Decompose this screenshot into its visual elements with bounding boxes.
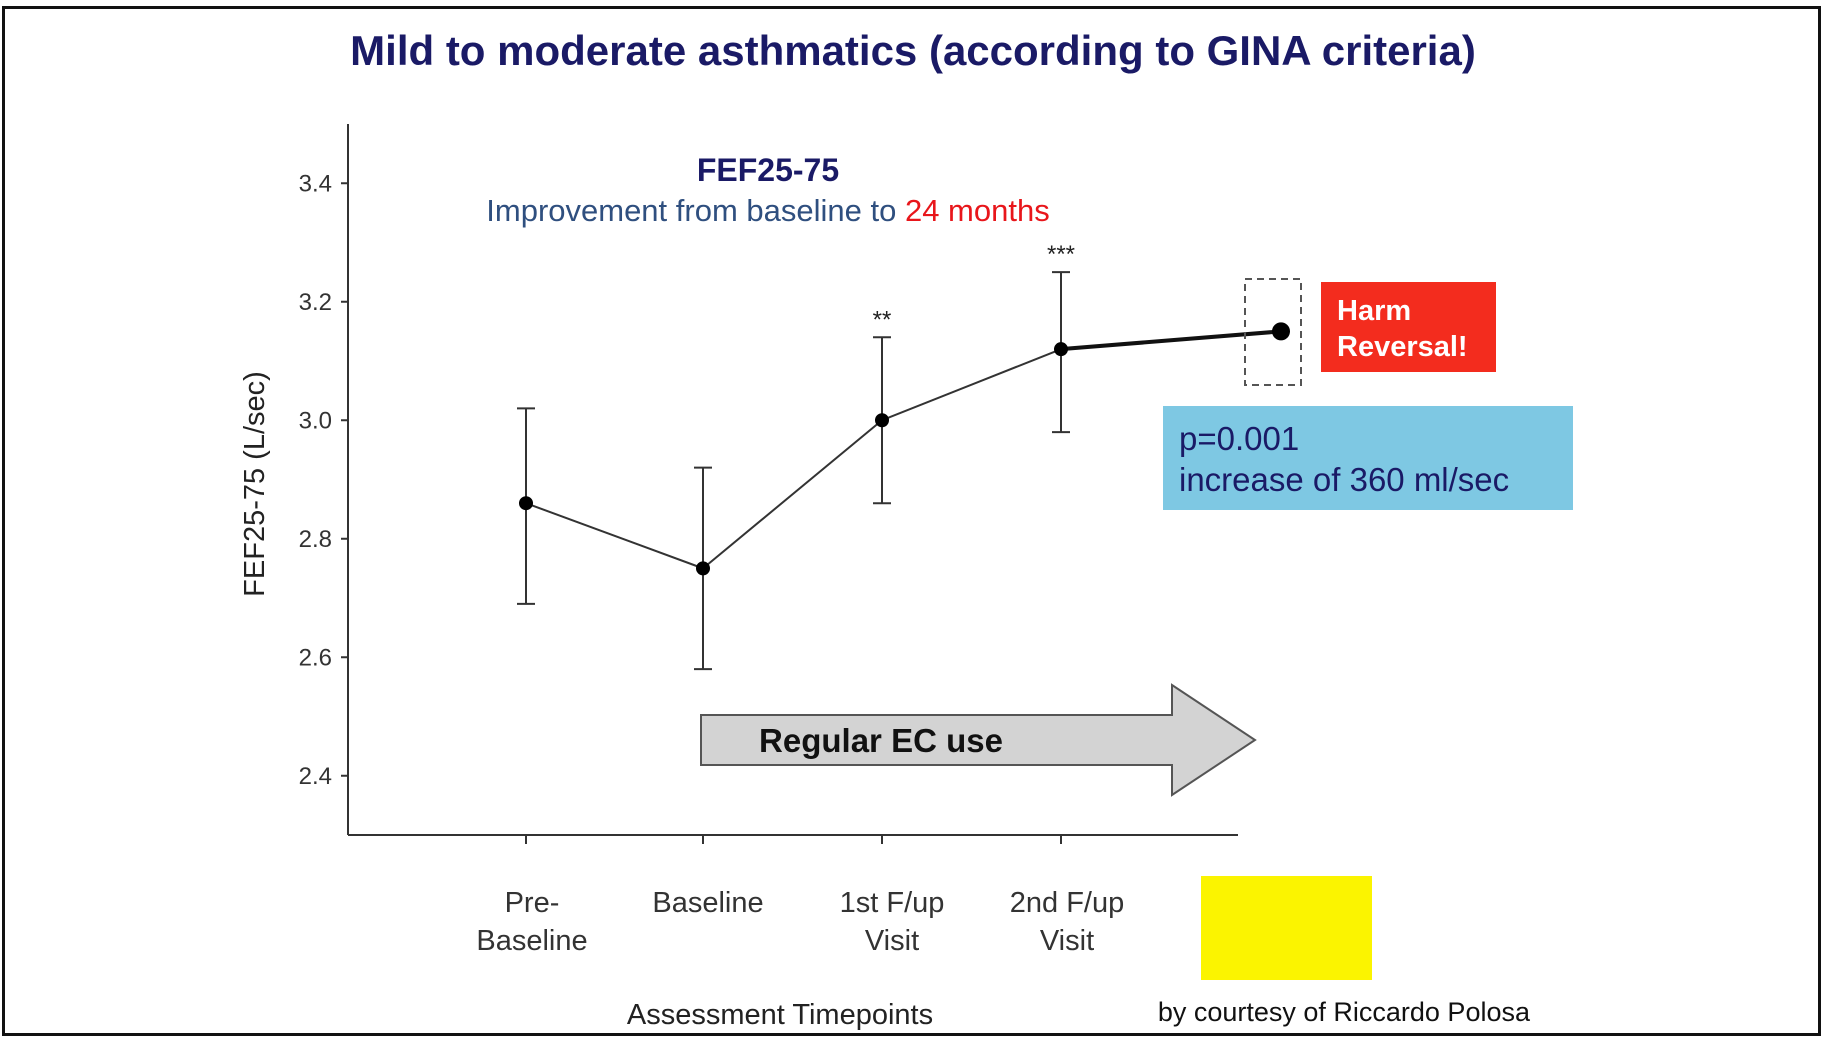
chart: Mild to moderate asthmatics (according t… bbox=[239, 27, 1573, 1031]
series-line-segment bbox=[1060, 329, 1282, 352]
chart-subtitle: Improvement from baseline to 24 months bbox=[486, 193, 1049, 228]
pvalue-line1: p=0.001 bbox=[1179, 420, 1299, 457]
harm-reversal-line2: Reversal! bbox=[1337, 331, 1468, 363]
x-category-label: 1st F/up bbox=[840, 887, 945, 919]
x-category-label: 2nd F/up bbox=[1010, 887, 1124, 919]
data-point bbox=[1272, 322, 1290, 341]
y-tick-label: 2.8 bbox=[299, 526, 332, 553]
chart-subtitle-highlight: 24 months bbox=[905, 193, 1050, 228]
x-category-label: Visit bbox=[865, 925, 919, 957]
pvalue-line2: increase of 360 ml/sec bbox=[1179, 461, 1509, 498]
y-tick-label: 2.6 bbox=[299, 644, 332, 671]
chart-subtitle-prefix: Improvement from baseline to bbox=[486, 193, 905, 228]
ec-use-arrow bbox=[700, 683, 1257, 797]
data-point bbox=[519, 496, 533, 511]
chart-title: FEF25-75 bbox=[697, 152, 839, 188]
x-category-label: Baseline bbox=[652, 887, 763, 919]
ec-use-label: Regular EC use bbox=[759, 722, 1003, 759]
data-point bbox=[696, 561, 710, 576]
data-point bbox=[1054, 342, 1068, 357]
y-axis-title: FEF25-75 (L/sec) bbox=[239, 371, 271, 597]
data-point bbox=[875, 413, 889, 428]
series-line-segment bbox=[702, 419, 883, 570]
data-series: ***** bbox=[517, 241, 1290, 671]
harm-reversal-box bbox=[1321, 282, 1496, 372]
y-ticks: 2.4 2.6 2.8 3.0 3.2 3.4 bbox=[299, 170, 348, 790]
credit-text: by courtesy of Riccardo Polosa bbox=[1158, 997, 1531, 1027]
y-tick-label: 2.4 bbox=[299, 763, 332, 790]
slide: Mild to moderate asthmatics (according t… bbox=[2, 6, 1821, 1036]
series-line-segment bbox=[525, 502, 704, 570]
x-category-label: Baseline bbox=[476, 925, 587, 957]
x-category-label: Visit bbox=[1040, 925, 1094, 957]
x-axis-title: Assessment Timepoints bbox=[627, 999, 933, 1031]
pvalue-box bbox=[1163, 406, 1573, 510]
main-title: Mild to moderate asthmatics (according t… bbox=[350, 27, 1476, 74]
harm-reversal-line1: Harm bbox=[1337, 295, 1411, 327]
x-category-label: Pre- bbox=[505, 887, 560, 919]
visit3-dashed-box bbox=[1244, 278, 1302, 386]
series-line-segment bbox=[881, 348, 1062, 422]
y-tick-label: 3.2 bbox=[299, 289, 332, 316]
y-tick-label: 3.4 bbox=[299, 170, 332, 197]
significance-marker: ** bbox=[873, 306, 892, 333]
y-tick-label: 3.0 bbox=[299, 407, 332, 434]
significance-marker: *** bbox=[1047, 241, 1075, 268]
visit3-highlight bbox=[1201, 876, 1372, 980]
